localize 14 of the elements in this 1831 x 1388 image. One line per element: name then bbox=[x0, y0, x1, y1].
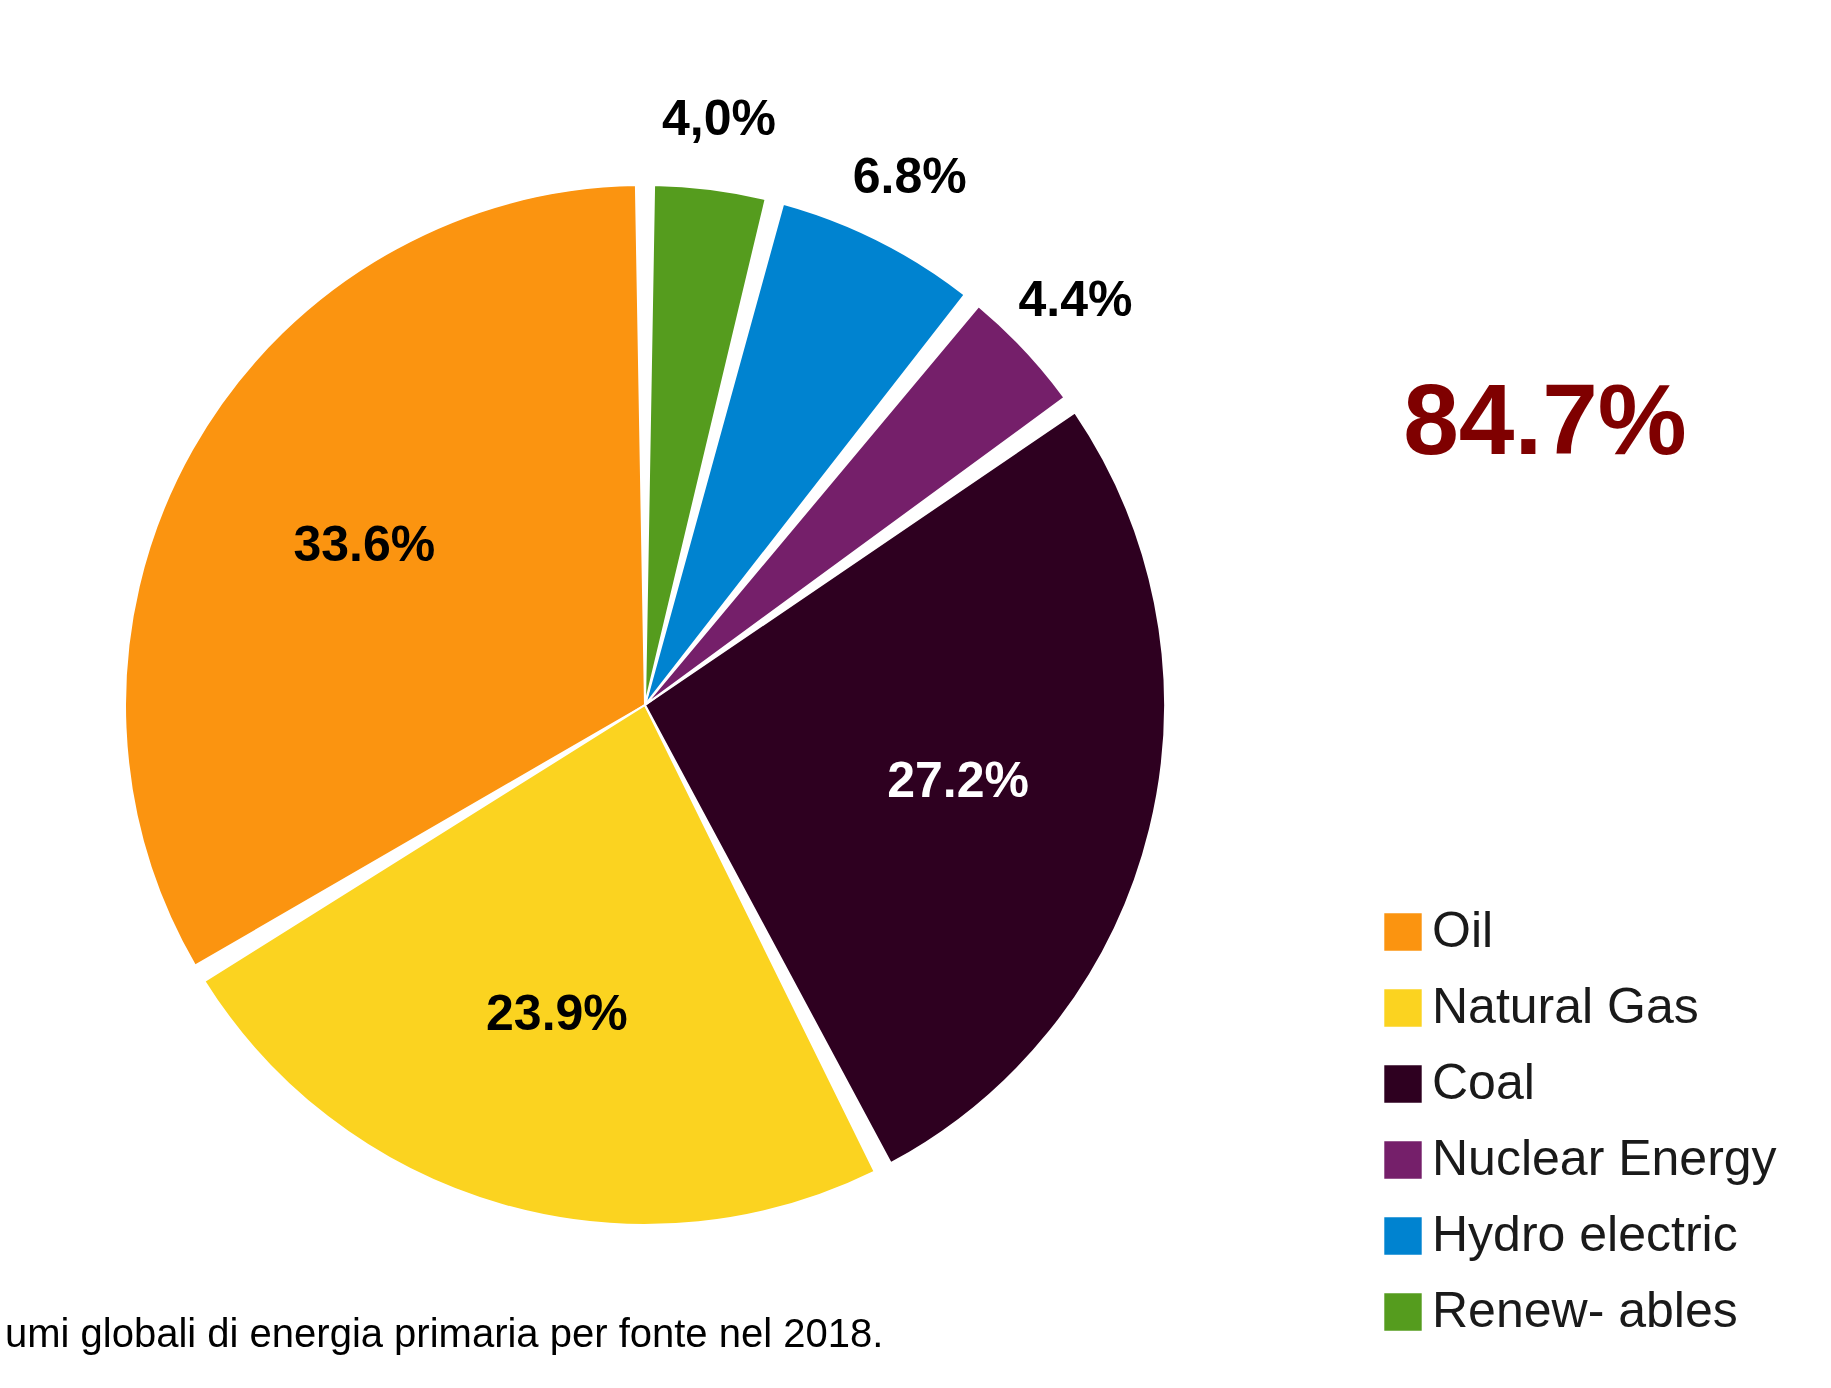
legend-label: Hydro electric bbox=[1432, 1206, 1738, 1262]
data-label: 4,0% bbox=[662, 89, 776, 146]
legend-label: Coal bbox=[1432, 1054, 1535, 1110]
legend-label: Natural Gas bbox=[1432, 978, 1699, 1034]
legend-label: Renew- ables bbox=[1432, 1282, 1738, 1338]
data-label: 33.6% bbox=[293, 516, 436, 573]
legend-label: Oil bbox=[1432, 902, 1494, 958]
data-label: 27.2% bbox=[887, 751, 1030, 808]
data-label: 23.9% bbox=[486, 985, 628, 1042]
text: 84.7% bbox=[1403, 363, 1687, 475]
legend-label: Nuclear Energy bbox=[1432, 1130, 1777, 1186]
text: umi globali di energia primaria per fonte nel 2018. bbox=[5, 1311, 884, 1355]
data-label: 4.4% bbox=[1018, 271, 1133, 328]
data-label: 6.8% bbox=[852, 147, 967, 204]
